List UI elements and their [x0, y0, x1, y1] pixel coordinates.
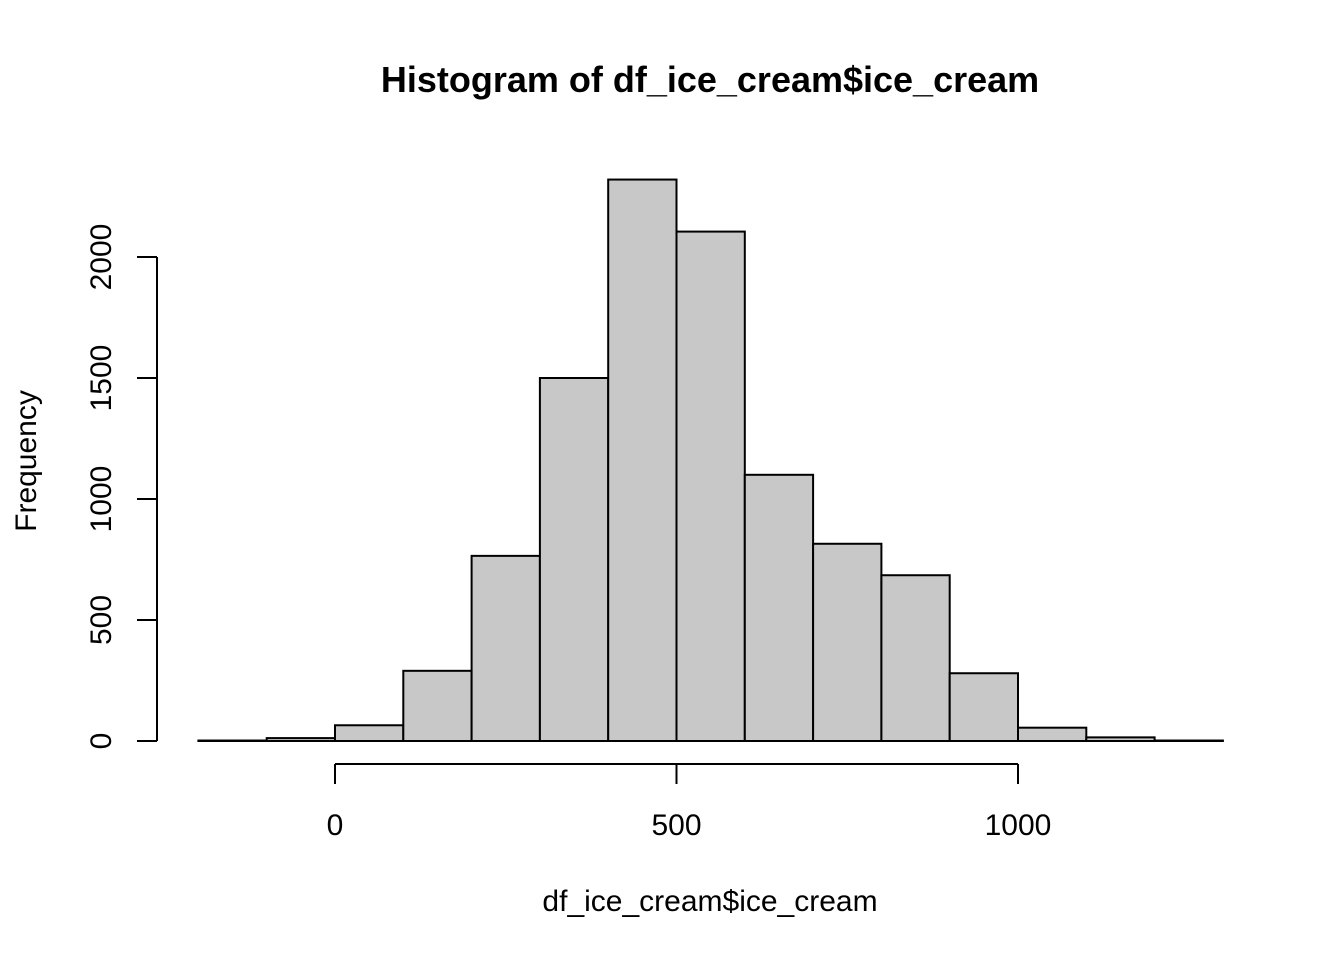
histogram-bar [880, 574, 951, 742]
chart-title: Histogram of df_ice_cream$ice_cream [381, 59, 1039, 100]
histogram-bar [948, 672, 1020, 742]
y-tick-label: 0 [85, 733, 118, 750]
histogram-bar [402, 669, 473, 743]
y-tick-label: 1500 [85, 345, 118, 412]
y-tick-label: 500 [85, 595, 118, 645]
histogram-bar [470, 554, 541, 742]
y-tick-label: 2000 [85, 224, 118, 291]
histogram-bar [538, 377, 610, 742]
y-axis: 0 500 1000 1500 2000 [85, 224, 158, 750]
x-tick-label: 1000 [985, 809, 1052, 842]
histogram-bar [675, 230, 746, 742]
histogram-bar [743, 473, 815, 742]
x-tick-label: 500 [651, 809, 701, 842]
histogram-bar [812, 542, 883, 743]
y-tick-label: 1000 [85, 466, 118, 533]
x-axis: 0 500 1000 [327, 763, 1052, 842]
histogram-bar [1017, 726, 1088, 743]
x-tick-label: 0 [327, 809, 344, 842]
y-axis-label: Frequency [10, 390, 43, 532]
histogram-bar [607, 178, 678, 742]
x-axis-label: df_ice_cream$ice_cream [542, 885, 877, 918]
histogram-bar [334, 724, 405, 743]
bars-group [197, 178, 1224, 743]
